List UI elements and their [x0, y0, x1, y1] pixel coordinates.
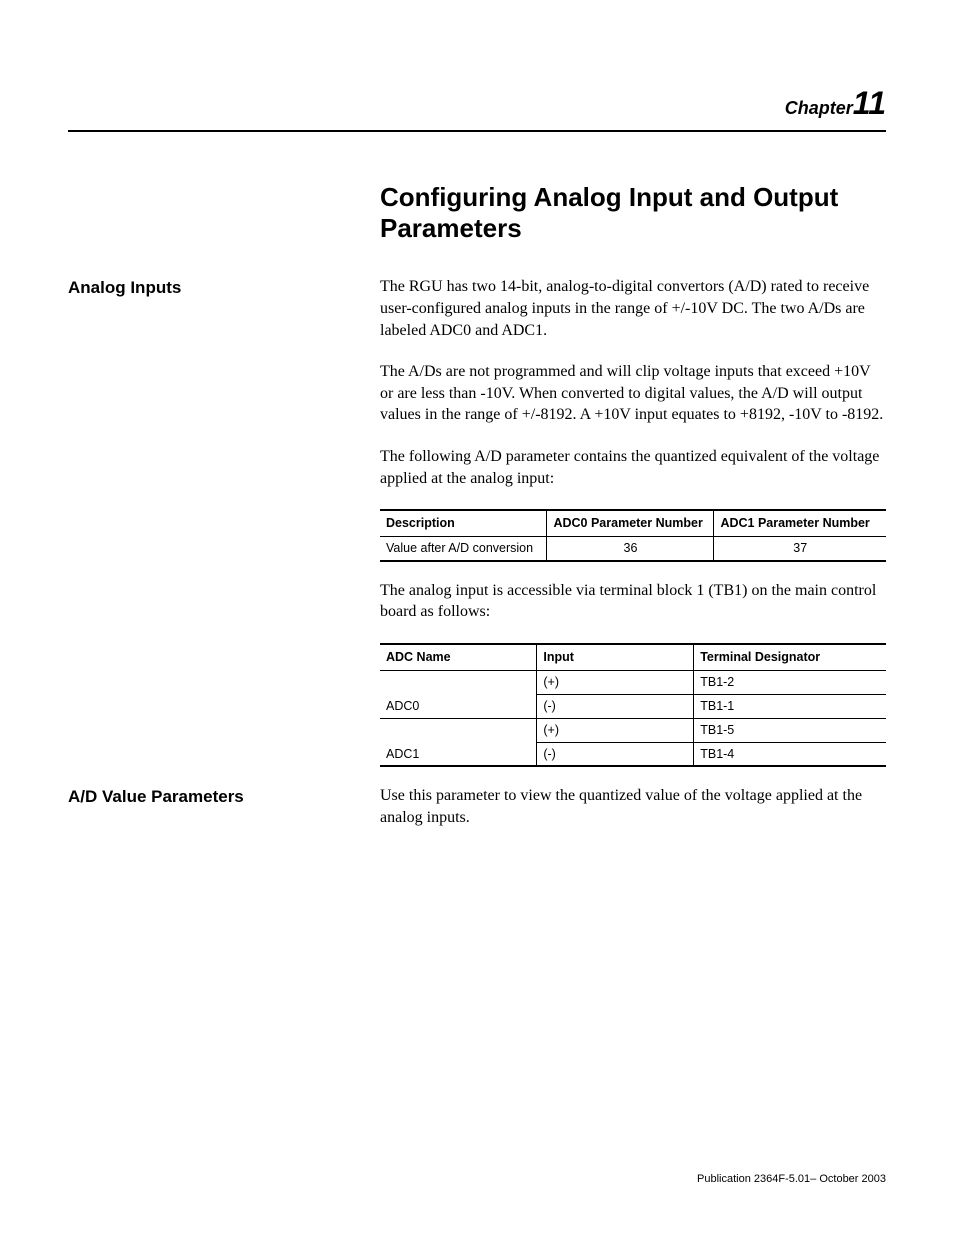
body-analog-inputs: The RGU has two 14-bit, analog-to-digita…	[380, 276, 886, 785]
page-title: Configuring Analog Input and Output Para…	[380, 182, 886, 244]
cell-adc-name: ADC0	[380, 670, 537, 718]
cell-input: (+)	[537, 718, 694, 742]
table-header-row: ADC Name Input Terminal Designator	[380, 644, 886, 670]
table-row: Value after A/D conversion 36 37	[380, 537, 886, 561]
col-header-terminal: Terminal Designator	[694, 644, 886, 670]
col-header-input: Input	[537, 644, 694, 670]
table-terminal-block: ADC Name Input Terminal Designator ADC0 …	[380, 643, 886, 767]
chapter-number: 11	[853, 85, 886, 121]
table-header-row: Description ADC0 Parameter Number ADC1 P…	[380, 510, 886, 536]
paragraph: The A/Ds are not programmed and will cli…	[380, 361, 886, 426]
chapter-rule	[68, 130, 886, 132]
cell-input: (+)	[537, 670, 694, 694]
cell-terminal: TB1-1	[694, 694, 886, 718]
cell-terminal: TB1-4	[694, 742, 886, 766]
col-header-adc0: ADC0 Parameter Number	[547, 510, 714, 536]
paragraph: Use this parameter to view the quantized…	[380, 785, 886, 828]
publication-footer: Publication 2364F-5.01– October 2003	[697, 1173, 886, 1185]
chapter-label: Chapter	[785, 98, 853, 118]
cell-adc1: 37	[714, 537, 886, 561]
col-header-adc-name: ADC Name	[380, 644, 537, 670]
section-analog-inputs: Analog Inputs The RGU has two 14-bit, an…	[68, 276, 886, 785]
col-header-description: Description	[380, 510, 547, 536]
cell-terminal: TB1-2	[694, 670, 886, 694]
cell-adc0: 36	[547, 537, 714, 561]
table-row: ADC0 (+) TB1-2	[380, 670, 886, 694]
chapter-header: Chapter11	[68, 85, 886, 122]
cell-adc-name: ADC1	[380, 718, 537, 766]
paragraph: The following A/D parameter contains the…	[380, 446, 886, 489]
col-header-adc1: ADC1 Parameter Number	[714, 510, 886, 536]
paragraph: The analog input is accessible via termi…	[380, 580, 886, 623]
section-ad-value: A/D Value Parameters Use this parameter …	[68, 785, 886, 848]
body-ad-value: Use this parameter to view the quantized…	[380, 785, 886, 848]
cell-input: (-)	[537, 694, 694, 718]
table-row: ADC1 (+) TB1-5	[380, 718, 886, 742]
cell-input: (-)	[537, 742, 694, 766]
cell-terminal: TB1-5	[694, 718, 886, 742]
cell-description: Value after A/D conversion	[380, 537, 547, 561]
paragraph: The RGU has two 14-bit, analog-to-digita…	[380, 276, 886, 341]
side-heading-ad-value: A/D Value Parameters	[68, 785, 380, 807]
table-ad-parameter: Description ADC0 Parameter Number ADC1 P…	[380, 509, 886, 562]
side-heading-analog-inputs: Analog Inputs	[68, 276, 380, 298]
